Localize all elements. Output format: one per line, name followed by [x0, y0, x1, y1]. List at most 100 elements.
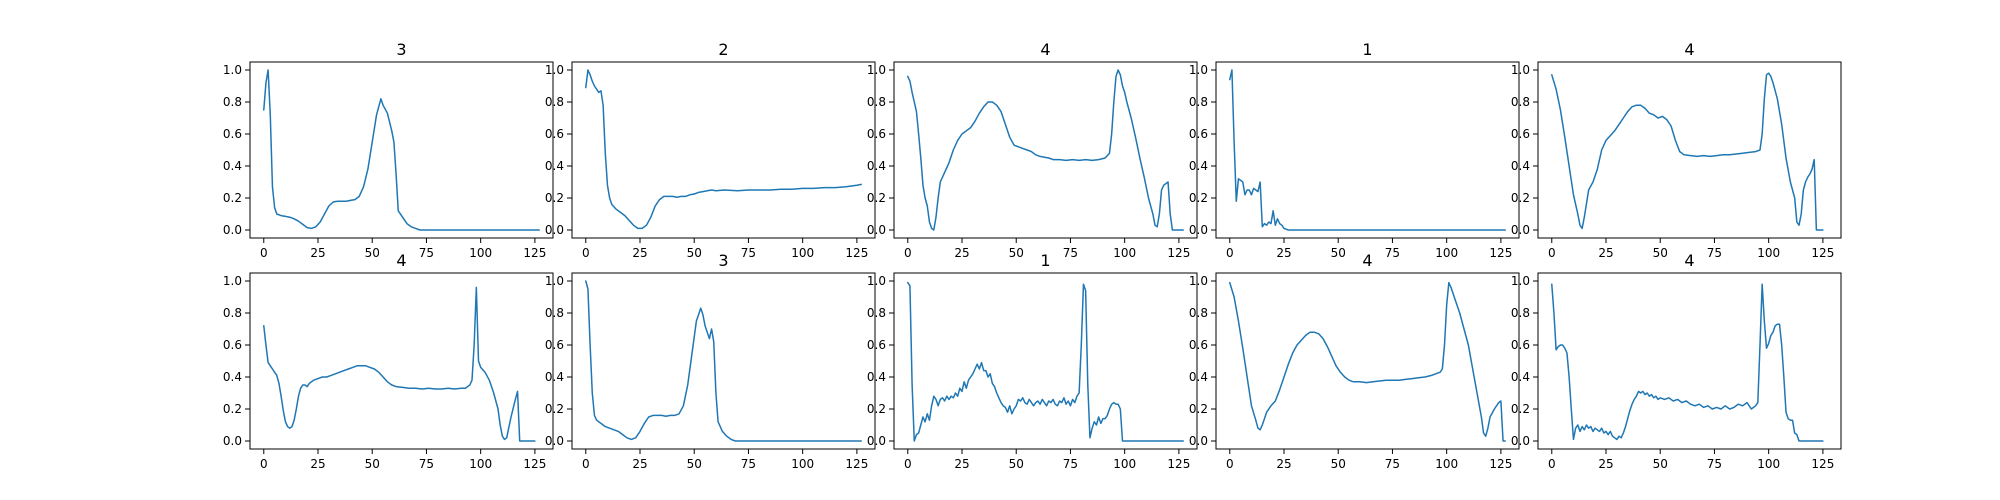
x-tick-label: 0	[1226, 246, 1234, 260]
y-tick-label: 0.0	[1189, 223, 1208, 237]
y-tick-label: 0.6	[223, 338, 242, 352]
x-tick-label: 125	[845, 246, 868, 260]
y-tick-label: 0.4	[1189, 159, 1208, 173]
y-tick-label: 0.8	[1511, 306, 1530, 320]
y-tick-label: 1.0	[545, 63, 564, 77]
subplot: 0 25 50 75 100 125 0.0 0.2 0.4 0.6 0.8 1.0 1	[867, 251, 1198, 471]
y-tick-label: 0.4	[223, 370, 242, 384]
plot-title: 4	[1040, 40, 1050, 59]
y-tick-label: 0.4	[867, 159, 886, 173]
y-tick-label: 0.6	[1189, 127, 1208, 141]
y-tick-label: 0.0	[223, 223, 242, 237]
y-tick-label: 0.8	[867, 95, 886, 109]
x-tick-label: 100	[469, 246, 492, 260]
subplot: 0 25 50 75 100 125 0.0 0.2 0.4 0.6 0.8 1.0 2	[545, 40, 876, 260]
plot-title: 1	[1040, 251, 1050, 270]
y-tick-label: 1.0	[1189, 63, 1208, 77]
x-tick-label: 100	[791, 246, 814, 260]
y-tick-label: 0.2	[223, 191, 242, 205]
y-tick-label: 0.4	[1511, 159, 1530, 173]
x-tick-label: 100	[1435, 246, 1458, 260]
x-tick-label: 25	[632, 457, 647, 471]
y-tick-label: 0.2	[1189, 191, 1208, 205]
axes-frame	[893, 272, 1198, 450]
subplot: 0 25 50 75 100 125 0.0 0.2 0.4 0.6 0.8 1.0 4	[223, 251, 554, 471]
x-tick-label: 50	[687, 457, 702, 471]
y-tick-label: 0.4	[545, 159, 564, 173]
y-tick-label: 0.2	[1189, 402, 1208, 416]
series-line	[907, 281, 1184, 442]
y-tick-label: 0.4	[1511, 370, 1530, 384]
y-tick-label: 0.8	[867, 306, 886, 320]
y-tick-label: 0.4	[545, 370, 564, 384]
y-tick-label: 0.2	[867, 191, 886, 205]
x-tick-label: 25	[1276, 457, 1291, 471]
y-tick-label: 0.2	[223, 402, 242, 416]
y-tick-label: 0.8	[1189, 95, 1208, 109]
x-tick-label: 0	[1548, 457, 1556, 471]
axes-frame	[1215, 61, 1520, 239]
x-tick-label: 25	[1598, 457, 1613, 471]
x-tick-label: 75	[741, 457, 756, 471]
x-tick-label: 25	[310, 457, 325, 471]
plot-title: 4	[1362, 251, 1372, 270]
x-tick-label: 50	[687, 246, 702, 260]
plot-title: 2	[718, 40, 728, 59]
y-tick-label: 0.8	[545, 306, 564, 320]
x-tick-label: 75	[1063, 246, 1078, 260]
y-tick-label: 0.0	[223, 434, 242, 448]
y-tick-label: 0.8	[223, 95, 242, 109]
x-tick-label: 125	[1489, 246, 1512, 260]
x-tick-label: 100	[1757, 457, 1780, 471]
y-tick-label: 0.8	[1511, 95, 1530, 109]
x-tick-label: 75	[1385, 246, 1400, 260]
axes-frame	[1215, 272, 1520, 450]
y-tick-label: 0.0	[545, 434, 564, 448]
x-tick-label: 100	[1435, 457, 1458, 471]
x-tick-label: 25	[310, 246, 325, 260]
x-tick-label: 50	[1331, 457, 1346, 471]
x-tick-label: 25	[632, 246, 647, 260]
series-line	[1551, 72, 1824, 231]
y-tick-label: 0.6	[223, 127, 242, 141]
x-tick-label: 50	[1653, 246, 1668, 260]
subplot: 0 25 50 75 100 125 0.0 0.2 0.4 0.6 0.8 1.0 3	[545, 251, 876, 471]
axes-frame	[249, 272, 554, 450]
plot-title: 1	[1362, 40, 1372, 59]
y-tick-label: 0.6	[867, 127, 886, 141]
y-tick-label: 0.0	[1189, 434, 1208, 448]
series-line	[1229, 281, 1506, 442]
axes-frame	[893, 61, 1198, 239]
x-tick-label: 125	[523, 246, 546, 260]
series-line	[1551, 283, 1824, 442]
y-tick-label: 1.0	[223, 274, 242, 288]
subplot: 0 25 50 75 100 125 0.0 0.2 0.4 0.6 0.8 1.0 3	[223, 40, 554, 260]
x-tick-label: 50	[365, 246, 380, 260]
y-tick-label: 0.0	[1511, 223, 1530, 237]
y-tick-label: 0.0	[1511, 434, 1530, 448]
x-tick-label: 100	[1113, 457, 1136, 471]
x-tick-label: 50	[1009, 457, 1024, 471]
x-tick-label: 75	[741, 246, 756, 260]
y-tick-label: 1.0	[223, 63, 242, 77]
y-tick-label: 0.6	[545, 127, 564, 141]
y-tick-label: 1.0	[867, 274, 886, 288]
y-tick-label: 0.6	[545, 338, 564, 352]
x-tick-label: 100	[1757, 246, 1780, 260]
series-line	[263, 69, 540, 231]
y-tick-label: 0.0	[867, 434, 886, 448]
subplot: 0 25 50 75 100 125 0.0 0.2 0.4 0.6 0.8 1.0 4	[1511, 251, 1842, 471]
x-tick-label: 25	[954, 246, 969, 260]
y-tick-label: 1.0	[1189, 274, 1208, 288]
x-tick-label: 125	[845, 457, 868, 471]
x-tick-label: 25	[1276, 246, 1291, 260]
x-tick-label: 75	[419, 246, 434, 260]
y-tick-label: 1.0	[545, 274, 564, 288]
series-line	[907, 69, 1184, 231]
x-tick-label: 125	[1811, 457, 1834, 471]
y-tick-label: 0.2	[867, 402, 886, 416]
plot-title: 4	[1684, 251, 1694, 270]
y-tick-label: 0.0	[867, 223, 886, 237]
x-tick-label: 0	[1548, 246, 1556, 260]
